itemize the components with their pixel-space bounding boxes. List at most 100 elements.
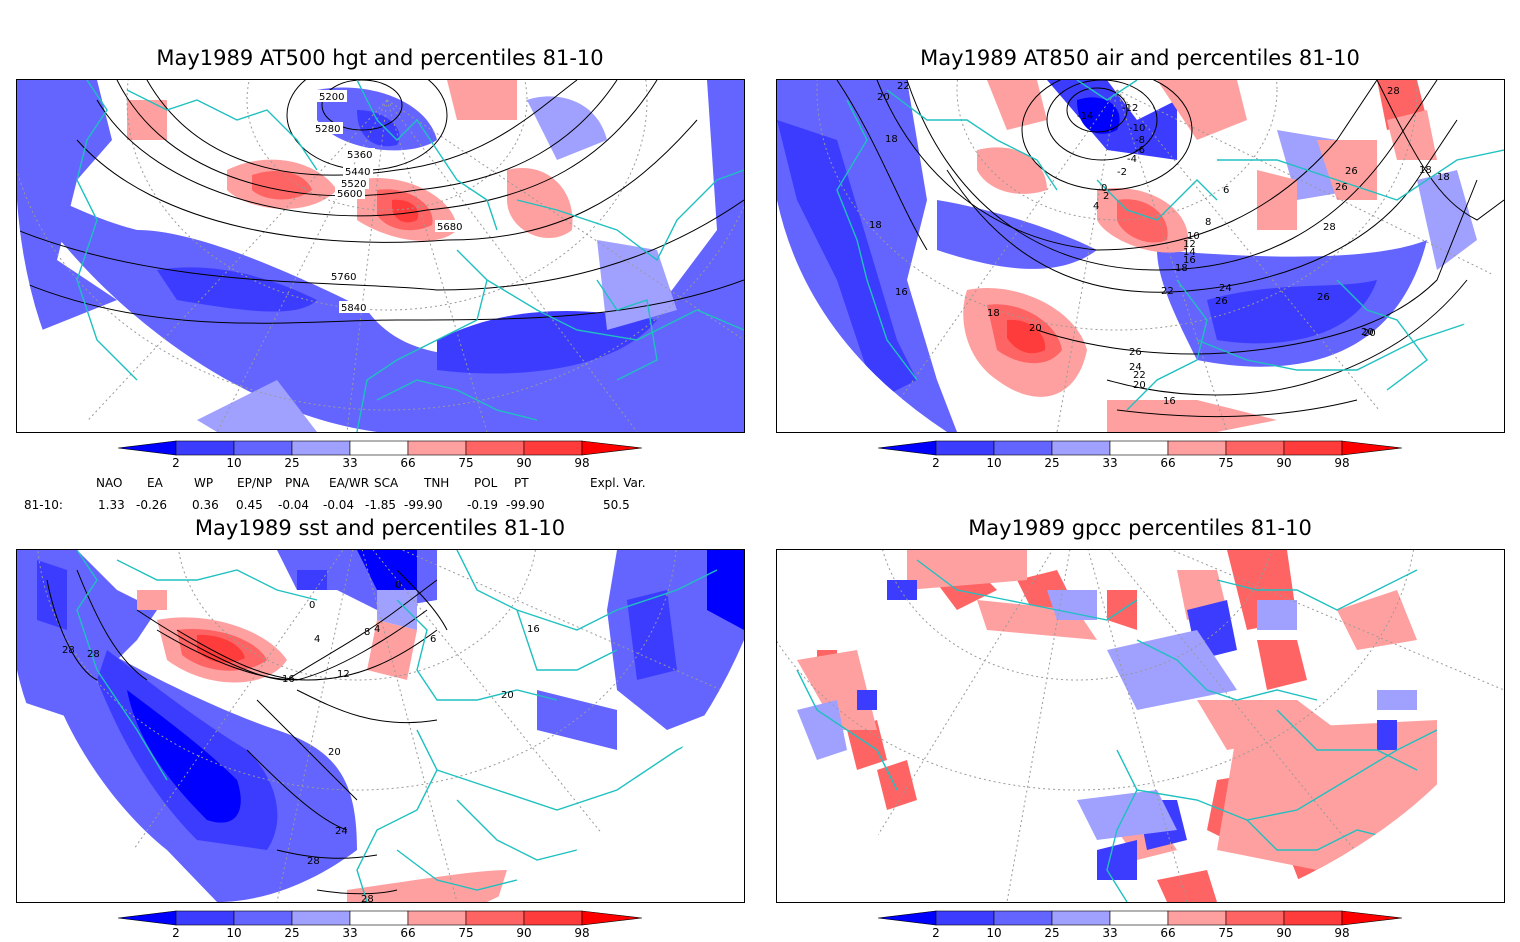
colorbar-swatch-b4 <box>1051 440 1111 456</box>
contour-label: 18 <box>987 308 1000 319</box>
colorbar-tick-label: 10 <box>226 456 242 470</box>
colorbar-swatch-b3 <box>993 910 1053 926</box>
contour-label: 5280 <box>315 124 340 135</box>
colorbar-tick-label: 33 <box>1102 456 1118 470</box>
colorbar-tick-label: 2 <box>172 926 180 940</box>
colorbar-swatch-r3 <box>523 910 583 926</box>
contour-label: 28 <box>307 856 320 867</box>
map-850air-svg: 22 20 18 18 16 -14 -12 -10 -8 -6 -4 -2 0… <box>777 80 1504 432</box>
contour-label: 28 <box>62 645 75 656</box>
panel-title-850air: May1989 AT850 air and percentiles 81-10 <box>920 46 1360 70</box>
map-gpcc-svg <box>777 550 1504 902</box>
index-header: SCA <box>374 476 399 490</box>
colorbar-tick-label: 10 <box>986 926 1002 940</box>
map-panel-sst: 0 0 4 4 8 6 12 16 16 20 20 24 28 28 28 2… <box>16 549 745 903</box>
map-panel-gpcc <box>776 549 1505 903</box>
colorbar-tick-label: 90 <box>516 456 532 470</box>
contour-label: 4 <box>374 624 380 635</box>
colorbar-tick-label: 90 <box>1276 456 1292 470</box>
colorbar-swatch-b4 <box>1051 910 1111 926</box>
index-value: 50.5 <box>603 498 630 512</box>
contour-label: 16 <box>1163 396 1176 407</box>
colorbar-tick-label: 2 <box>932 456 940 470</box>
colorbar: 2 10 25 33 66 75 90 98 <box>117 910 643 942</box>
index-header: Expl. Var. <box>590 476 646 490</box>
panel-title-500hgt: May1989 AT500 hgt and percentiles 81-10 <box>156 46 604 70</box>
index-value: -99.90 <box>404 498 443 512</box>
contour-label: 5760 <box>331 272 356 283</box>
colorbar-tick-label: 98 <box>574 926 590 940</box>
colorbar-swatch-r2 <box>1225 440 1285 456</box>
contour-label: -10 <box>1129 123 1145 134</box>
colorbar-swatch-b2 <box>935 440 995 456</box>
colorbar-swatch-r4 <box>581 910 643 926</box>
colorbar-tick-label: 10 <box>226 926 242 940</box>
contour-label: 20 <box>1361 327 1374 338</box>
contour-label: 4 <box>1093 201 1099 212</box>
contour-label: 22 <box>1133 370 1146 381</box>
colorbar-tick-label: 25 <box>284 926 300 940</box>
colorbar-swatches <box>117 440 643 456</box>
contour-label: 0 <box>1101 183 1107 194</box>
colorbar-swatch-b3 <box>233 910 293 926</box>
colorbar-swatches <box>877 440 1403 456</box>
contour-label: 2 <box>1103 191 1109 202</box>
map-panel-500hgt: 5200 5280 5360 5440 5520 5600 5680 5760 … <box>16 79 745 433</box>
contour-label: 5520 <box>341 179 366 190</box>
index-value: 1.33 <box>98 498 125 512</box>
colorbar-tick-label: 75 <box>1218 456 1234 470</box>
contour-label: 20 <box>501 690 514 701</box>
colorbar-swatch-r4 <box>1341 440 1403 456</box>
contour-label: 6 <box>430 634 436 645</box>
colorbar-swatch-b3 <box>993 440 1053 456</box>
colorbar-tick-label: 66 <box>1160 456 1176 470</box>
contour-label: 6 <box>1223 185 1229 196</box>
contour-label: -6 <box>1135 145 1145 156</box>
contour-label: 16 <box>527 624 540 635</box>
colorbar-tick-label: 90 <box>1276 926 1292 940</box>
index-header: EA/WR <box>329 476 370 490</box>
colorbar-swatch-b4 <box>291 910 351 926</box>
index-header: EA <box>147 476 163 490</box>
colorbar-swatch-w <box>1109 440 1169 456</box>
colorbar-swatch-r2 <box>465 440 525 456</box>
colorbar-swatch-w <box>1109 910 1169 926</box>
contour-label: 28 <box>361 894 374 902</box>
contour-label: 24 <box>335 826 348 837</box>
colorbar-swatch-r4 <box>581 440 643 456</box>
index-header: EP/NP <box>237 476 273 490</box>
map-500hgt-svg: 5200 5280 5360 5440 5520 5600 5680 5760 … <box>17 80 744 432</box>
index-header: TNH <box>424 476 450 490</box>
colorbar-swatch-r3 <box>1283 440 1343 456</box>
colorbar-swatch-w <box>349 910 409 926</box>
contour-label: 18 <box>1419 165 1432 176</box>
contour-label: -14 <box>1077 111 1093 122</box>
panel-title-gpcc: May1989 gpcc percentiles 81-10 <box>968 516 1312 540</box>
contour-label: 26 <box>1335 182 1348 193</box>
contour-label: 4 <box>314 634 320 645</box>
index-value: -1.85 <box>365 498 397 512</box>
colorbar-tick-label: 98 <box>1334 456 1350 470</box>
colorbar-swatch-r3 <box>523 440 583 456</box>
contour-labels-850: 22 20 18 18 16 -14 -12 -10 -8 -6 -4 -2 0… <box>869 81 1450 407</box>
index-header: PT <box>514 476 529 490</box>
contour-label: 12 <box>337 669 350 680</box>
index-value: -0.04 <box>323 498 355 512</box>
colorbar-swatch-r1 <box>1167 440 1227 456</box>
index-value: -0.26 <box>136 498 168 512</box>
contour-label: 8 <box>364 627 370 638</box>
contour-label: 28 <box>87 649 100 660</box>
contour-label: -12 <box>1122 103 1138 114</box>
index-value: -0.19 <box>467 498 499 512</box>
contour-label: 20 <box>1029 323 1042 334</box>
colorbar-tick-label: 2 <box>172 456 180 470</box>
colorbar-tick-label: 90 <box>516 926 532 940</box>
colorbar-swatch-r1 <box>1167 910 1227 926</box>
index-value: -0.04 <box>278 498 310 512</box>
colorbar: 2 10 25 33 66 75 90 98 <box>877 910 1403 942</box>
contour-label: 22 <box>1161 286 1174 297</box>
colorbar-swatch-w <box>349 440 409 456</box>
contour-label: 5600 <box>337 189 362 200</box>
contour-label: 16 <box>895 287 908 298</box>
colorbar-tick-label: 75 <box>458 456 474 470</box>
